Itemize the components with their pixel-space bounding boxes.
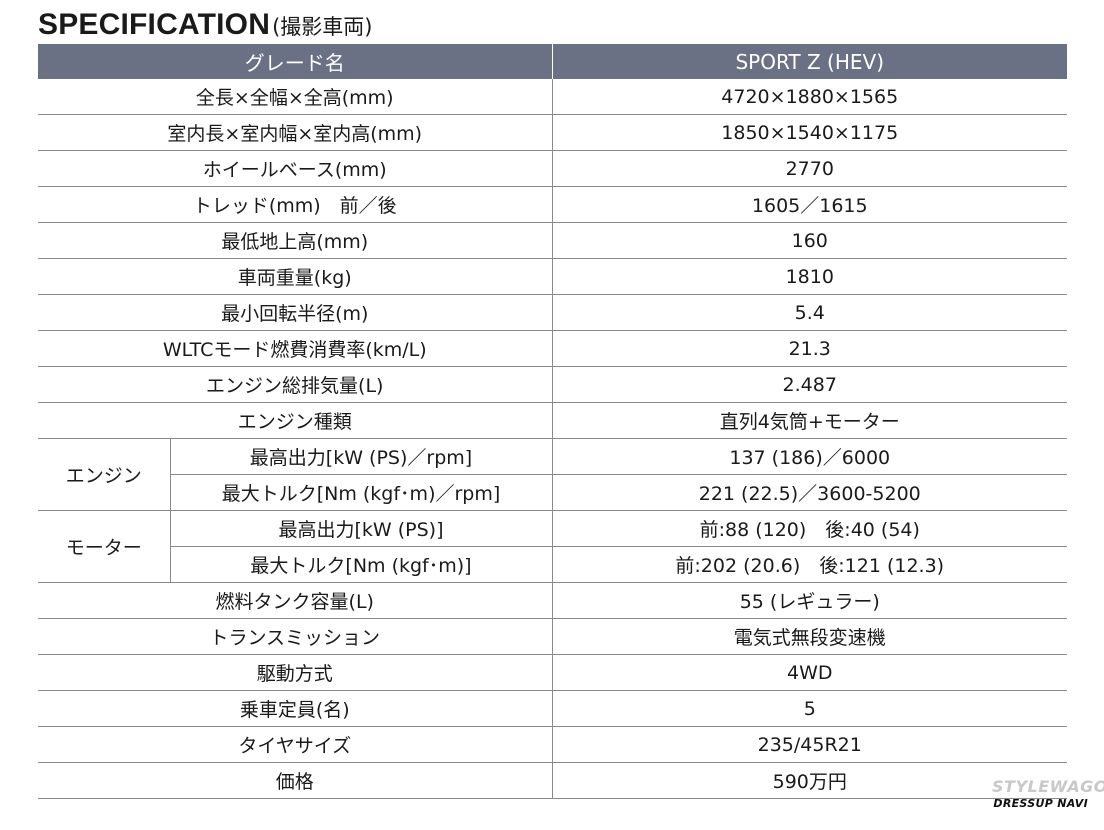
table-row: 車両重量(kg) 1810 — [38, 258, 1067, 295]
row-value: 前:202 (20.6) 後:121 (12.3) — [551, 546, 1067, 583]
row-label: トレッド(mm) 前／後 — [38, 186, 552, 223]
row-label: 室内長×室内幅×室内高(mm) — [38, 114, 552, 151]
watermark-logo: STYLEWAGON DRESSUP NAVI — [992, 777, 1104, 822]
row-label: 全長×全幅×全高(mm) — [38, 79, 552, 115]
watermark-bottom: DRESSUP NAVI — [993, 797, 1088, 810]
row-value: 4WD — [551, 654, 1067, 691]
engine-group-label: エンジン — [38, 438, 171, 511]
row-label: エンジン総排気量(L) — [38, 366, 552, 403]
table-row: エンジン種類 直列4気筒+モーター — [38, 402, 1067, 439]
table-row: モーター 最高出力[kW (PS)] 前:88 (120) 後:40 (54) — [38, 510, 1067, 583]
row-value: 235/45R21 — [551, 726, 1067, 763]
row-value: 電気式無段変速機 — [551, 618, 1067, 655]
row-value: 2770 — [551, 150, 1067, 187]
row-label: 価格 — [38, 762, 552, 799]
row-value: 4720×1880×1565 — [551, 79, 1067, 115]
row-value: 1810 — [551, 258, 1067, 295]
table-row: トランスミッション 電気式無段変速機 — [38, 618, 1067, 655]
row-value: 55 (レギュラー) — [551, 582, 1067, 619]
table-row: エンジン総排気量(L) 2.487 — [38, 366, 1067, 403]
row-value: 直列4気筒+モーター — [551, 402, 1067, 439]
table-row: 乗車定員(名) 5 — [38, 690, 1067, 727]
spec-table: グレード名 SPORT Z (HEV) 全長×全幅×全高(mm) 4720×18… — [38, 44, 1067, 799]
table-row: 最小回転半径(m) 5.4 — [38, 294, 1067, 331]
title-main: SPECIFICATION — [38, 8, 271, 41]
row-label: 最低地上高(mm) — [38, 222, 552, 259]
motor-group-label: モーター — [38, 510, 171, 583]
row-value: 1850×1540×1175 — [551, 114, 1067, 151]
table-row: 全長×全幅×全高(mm) 4720×1880×1565 — [38, 79, 1067, 115]
row-label: 乗車定員(名) — [38, 690, 552, 727]
row-label: エンジン種類 — [38, 402, 552, 439]
table-row: 最大トルク[Nm (kgf･m)] 前:202 (20.6) 後:121 (12… — [38, 546, 1067, 583]
row-label: 最大トルク[Nm (kgf･m)／rpm] — [170, 474, 552, 511]
row-value: 5.4 — [551, 294, 1067, 331]
table-row: 最低地上高(mm) 160 — [38, 222, 1067, 259]
row-label: 駆動方式 — [38, 654, 552, 691]
row-label: タイヤサイズ — [38, 726, 552, 763]
table-row: ホイールベース(mm) 2770 — [38, 150, 1067, 187]
row-label: 最高出力[kW (PS)] — [170, 510, 552, 547]
row-value: 590万円 — [551, 762, 1067, 799]
watermark-top: STYLEWAGON — [992, 777, 1104, 796]
row-label: ホイールベース(mm) — [38, 150, 552, 187]
page-title: SPECIFICATION(撮影車両) — [38, 6, 372, 44]
row-label: トランスミッション — [38, 618, 552, 655]
header-grade-value: SPORT Z (HEV) — [551, 44, 1067, 79]
table-row: 価格 590万円 — [38, 762, 1067, 799]
row-value: 137 (186)／6000 — [551, 438, 1067, 475]
row-label: 燃料タンク容量(L) — [38, 582, 552, 619]
table-row: 室内長×室内幅×室内高(mm) 1850×1540×1175 — [38, 114, 1067, 151]
table-row: エンジン 最高出力[kW (PS)／rpm] 137 (186)／6000 — [38, 438, 1067, 511]
header-label: グレード名 — [38, 44, 552, 79]
row-label: 最小回転半径(m) — [38, 294, 552, 331]
table-row: トレッド(mm) 前／後 1605／1615 — [38, 186, 1067, 223]
row-label: 最高出力[kW (PS)／rpm] — [170, 438, 552, 475]
row-value: 2.487 — [551, 366, 1067, 403]
title-subtitle: (撮影車両) — [272, 15, 373, 39]
row-value: 221 (22.5)／3600-5200 — [551, 474, 1067, 511]
row-value: 160 — [551, 222, 1067, 259]
table-row: WLTCモード燃費消費率(km/L) 21.3 — [38, 330, 1067, 367]
row-value: 21.3 — [551, 330, 1067, 367]
row-value: 前:88 (120) 後:40 (54) — [551, 510, 1067, 547]
row-label: WLTCモード燃費消費率(km/L) — [38, 330, 552, 367]
table-row: タイヤサイズ 235/45R21 — [38, 726, 1067, 763]
table-row: 駆動方式 4WD — [38, 654, 1067, 691]
table-row: 燃料タンク容量(L) 55 (レギュラー) — [38, 582, 1067, 619]
row-label: 最大トルク[Nm (kgf･m)] — [170, 546, 552, 583]
table-row: 最大トルク[Nm (kgf･m)／rpm] 221 (22.5)／3600-52… — [38, 474, 1067, 511]
row-value: 1605／1615 — [551, 186, 1067, 223]
row-value: 5 — [551, 690, 1067, 727]
row-label: 車両重量(kg) — [38, 258, 552, 295]
table-header-row: グレード名 SPORT Z (HEV) — [38, 44, 1067, 79]
